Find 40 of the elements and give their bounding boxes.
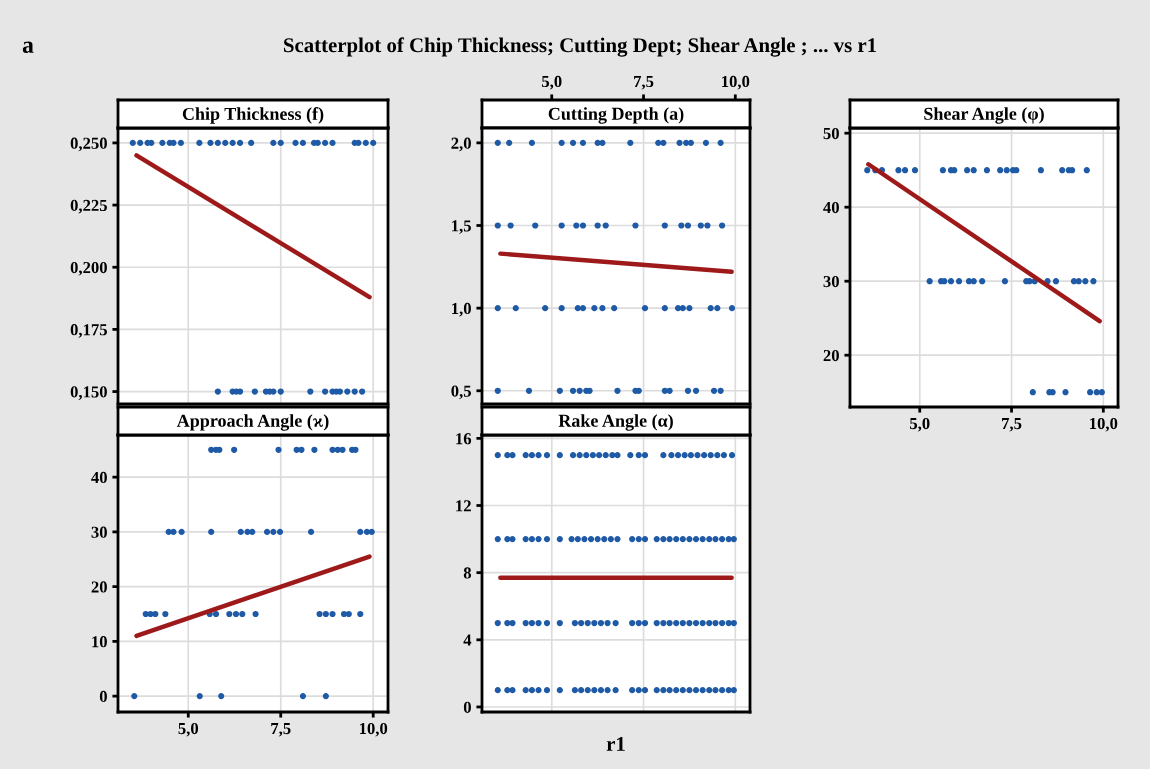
y-tick-label: 20 <box>91 581 107 593</box>
y-tick-label: 0 <box>463 701 471 713</box>
x-tick-label: 7,5 <box>271 723 291 737</box>
y-tick-label: 8 <box>463 567 472 579</box>
y-tick-label: 4 <box>463 634 472 646</box>
x-tick-label: 10,0 <box>1090 417 1118 432</box>
x-axis-title: r1 <box>606 737 625 751</box>
y-tick-label: 1,0 <box>452 302 471 317</box>
y-tick-label: 0,200 <box>70 261 107 276</box>
chart-title: Chip Thickness (f) <box>182 107 324 124</box>
y-tick-label: 0,250 <box>70 137 107 152</box>
y-tick-label: 30 <box>823 275 839 288</box>
x-tick-label: 5,0 <box>542 75 562 90</box>
y-tick-label: 16 <box>456 433 472 445</box>
y-tick-label: 1,5 <box>452 220 471 234</box>
y-tick-label: 0,150 <box>70 386 107 400</box>
y-tick-label: 0,175 <box>70 324 107 338</box>
x-tick-label: 5,0 <box>178 722 199 737</box>
y-tick-label: 12 <box>456 500 471 512</box>
chart-title: Shear Angle (φ) <box>924 107 1044 124</box>
y-tick-label: 40 <box>823 201 839 214</box>
text: Scatterplot of Chip Thickness; Cutting Dept; Shear Angle ; ... vs r1 <box>284 37 877 57</box>
chart-title: Approach Angle (ϰ) <box>176 414 329 431</box>
x-tick-label: 7,5 <box>634 76 654 90</box>
y-tick-label: 40 <box>91 471 107 484</box>
y-tick-label: 30 <box>91 526 107 538</box>
chart-title: Rake Angle (α) <box>558 414 673 431</box>
x-tick-label: 7,5 <box>1002 418 1022 432</box>
y-tick-label: 20 <box>823 349 839 362</box>
y-tick-label: 0 <box>99 690 107 703</box>
y-tick-label: 50 <box>823 127 839 140</box>
y-tick-label: 0,225 <box>70 199 107 214</box>
y-tick-label: 2,0 <box>451 137 471 152</box>
x-tick-label: 5,0 <box>910 417 930 432</box>
x-tick-label: 10,0 <box>359 722 388 737</box>
y-tick-label: 10 <box>92 636 107 648</box>
y-tick-label: 0,5 <box>451 385 471 400</box>
x-tick-label: 10,0 <box>722 75 750 90</box>
text: a <box>22 41 34 53</box>
chart-title: Cutting Depth (a) <box>548 107 684 124</box>
